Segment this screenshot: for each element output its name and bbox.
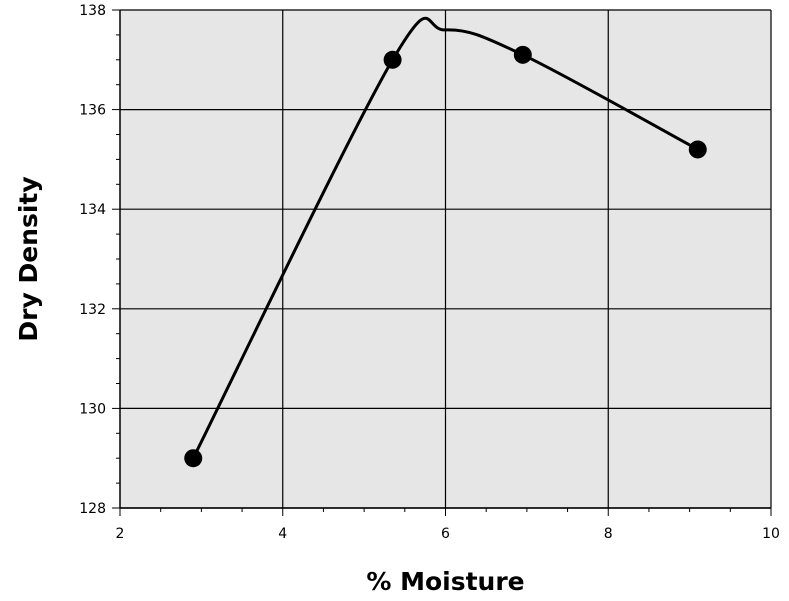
y-tick-label: 130 [79,401,106,417]
y-tick-label: 134 [79,202,106,218]
y-tick-labels: 128 130 132 134 136 138 [79,3,106,517]
x-axis-title: % Moisture [366,567,524,596]
x-tick-label: 2 [116,526,125,542]
data-points [184,45,707,468]
grid [120,9,772,509]
y-axis-title: Dry Density [14,176,43,341]
x-tick-label: 8 [604,526,613,542]
x-tick-label: 6 [441,526,450,542]
axes [119,10,771,509]
y-tick-label: 138 [79,3,106,19]
x-tick-labels: 2 4 6 8 10 [116,526,780,542]
minor-ticks [112,9,772,516]
data-point [184,449,203,468]
x-tick-label: 4 [278,526,287,542]
series-line [191,16,699,459]
data-point [383,50,402,69]
data-point [513,45,532,64]
y-tick-label: 128 [79,501,106,517]
x-tick-label: 10 [762,526,780,542]
y-tick-label: 136 [79,103,106,119]
data-point [688,140,707,159]
y-tick-label: 132 [79,302,106,318]
